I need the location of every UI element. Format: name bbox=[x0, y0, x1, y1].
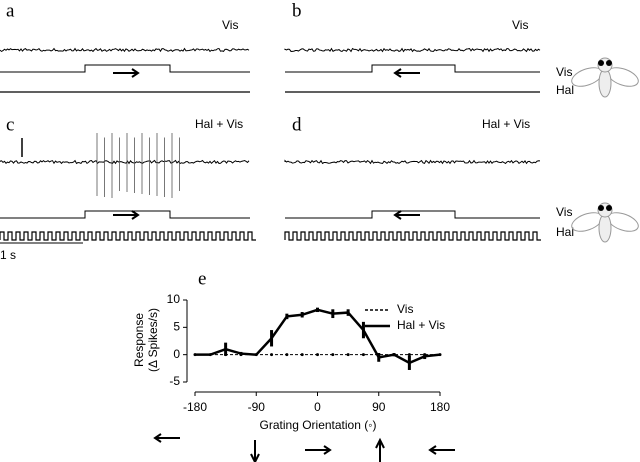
x-tick-label: 180 bbox=[430, 400, 450, 414]
hal-square-wave bbox=[284, 231, 541, 241]
point bbox=[331, 353, 335, 357]
panel-label: c bbox=[6, 114, 14, 135]
hal-square-wave bbox=[0, 231, 256, 241]
arrow bbox=[305, 445, 332, 455]
y-tick-label: 0 bbox=[173, 347, 180, 361]
y-tick-label: -5 bbox=[169, 374, 180, 388]
fly-eye bbox=[598, 205, 604, 211]
recording-trace bbox=[284, 47, 541, 53]
point bbox=[346, 353, 350, 357]
fly-eye bbox=[598, 60, 604, 66]
fly-eye bbox=[606, 205, 612, 211]
point bbox=[361, 353, 365, 357]
x-tick-label: -180 bbox=[183, 400, 207, 414]
fly-eye bbox=[606, 60, 612, 66]
scale-label: 1 s bbox=[0, 248, 16, 262]
fly-body bbox=[598, 213, 612, 243]
trace-label: Hal bbox=[556, 83, 574, 97]
traces bbox=[0, 47, 639, 462]
y-axis-label: Response bbox=[132, 313, 146, 367]
x-tick-label: 90 bbox=[372, 400, 386, 414]
stimulus-trace bbox=[285, 64, 540, 73]
stimulus-trace bbox=[285, 210, 540, 219]
trace-label: Vis bbox=[556, 65, 572, 79]
arrow bbox=[113, 210, 140, 220]
trace-label: Vis bbox=[556, 205, 572, 219]
stimulus-trace bbox=[0, 210, 250, 219]
panel-title: Vis bbox=[222, 18, 238, 32]
arrow bbox=[428, 445, 455, 455]
trace-label: Hal bbox=[556, 225, 574, 239]
panel-label: a bbox=[6, 0, 15, 21]
panel-title: Hal + Vis bbox=[482, 117, 530, 131]
point bbox=[270, 353, 274, 357]
y-axis-label: (Δ Spikes/s) bbox=[146, 308, 160, 372]
y-tick-label: 5 bbox=[173, 320, 180, 334]
panel-label: d bbox=[292, 114, 302, 135]
x-axis-label: Grating Orientation (◦) bbox=[260, 418, 377, 432]
panel-label: e bbox=[198, 268, 206, 289]
recording-trace bbox=[284, 159, 541, 165]
legend-label: Vis bbox=[397, 302, 413, 316]
arrow bbox=[113, 68, 140, 78]
point bbox=[316, 353, 319, 357]
point bbox=[407, 353, 411, 357]
y-tick-label: 10 bbox=[167, 292, 181, 306]
panel-title: Vis bbox=[512, 18, 528, 32]
arrow bbox=[393, 68, 420, 78]
stimulus-trace bbox=[0, 64, 250, 73]
x-tick-label: 0 bbox=[314, 400, 321, 414]
arrow bbox=[393, 210, 420, 220]
arrow bbox=[375, 437, 385, 462]
panel-title: Hal + Vis bbox=[195, 117, 243, 131]
arrow bbox=[153, 433, 180, 443]
point bbox=[300, 353, 304, 357]
legend-label: Hal + Vis bbox=[397, 318, 445, 332]
recording-trace bbox=[0, 159, 250, 165]
panel-label: b bbox=[292, 0, 302, 21]
arrow bbox=[250, 440, 260, 462]
fly-body bbox=[598, 68, 612, 98]
x-tick-label: -90 bbox=[248, 400, 266, 414]
point bbox=[285, 353, 289, 357]
recording-trace bbox=[0, 47, 250, 53]
